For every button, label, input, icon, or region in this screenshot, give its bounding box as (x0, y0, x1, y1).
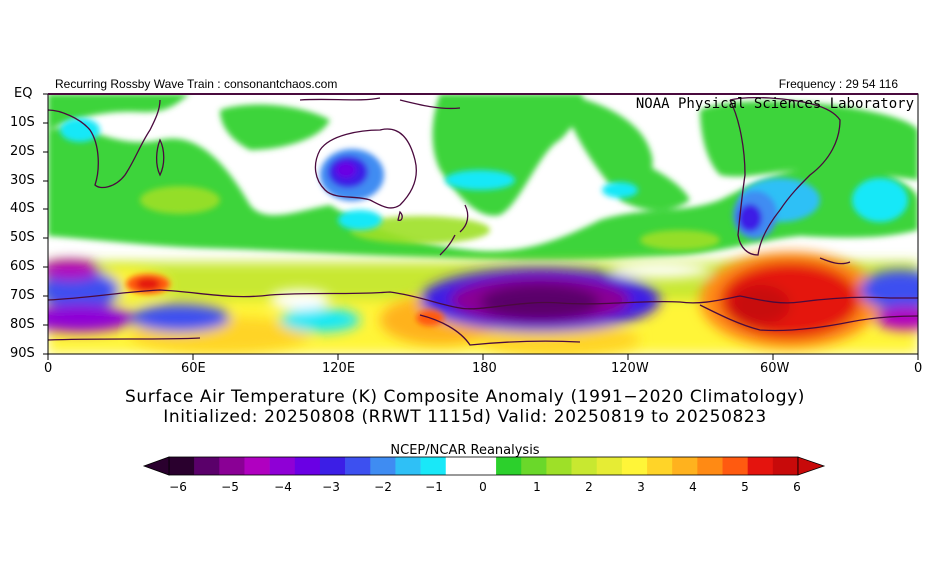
colorbar-cell (470, 457, 497, 475)
colorbar-max-arrow (797, 456, 826, 476)
colorbar-cells (168, 456, 799, 476)
colorbar-tick: −6 (169, 480, 187, 494)
colorbar-tick: −2 (374, 480, 392, 494)
colorbar-cell (420, 457, 447, 475)
lat-ticks (43, 93, 48, 355)
lat-label-30s: 30S (10, 173, 35, 188)
colorbar-cell (496, 457, 522, 475)
colorbar-cell (546, 457, 572, 475)
lon-label-180: 180 (472, 361, 497, 376)
colorbar-cell (722, 457, 748, 475)
colorbar-tick: −5 (221, 480, 239, 494)
colorbar-tick: 6 (793, 480, 801, 494)
colorbar-cell (747, 457, 774, 475)
colorbar-min-arrow (142, 456, 170, 476)
colorbar-cell (269, 457, 296, 475)
lat-label-90s: 90S (10, 346, 35, 361)
lon-label-120w: 120W (611, 361, 649, 376)
map-watermark: NOAA Physical Sciences Laboratory (635, 96, 914, 112)
lat-label-40s: 40S (10, 201, 35, 216)
colorbar-tick: 5 (741, 480, 749, 494)
figure-title-line1: Surface Air Temperature (K) Composite An… (124, 387, 806, 407)
colorbar-label: NCEP/NCAR Reanalysis (390, 443, 540, 458)
lon-label-0-right: 0 (914, 361, 923, 376)
colorbar-cell (219, 457, 245, 475)
colorbar-cell (370, 457, 396, 475)
lon-label-0: 0 (44, 361, 53, 376)
lon-ticks (47, 354, 919, 360)
colorbar-tick: −1 (425, 480, 443, 494)
colorbar-cell (319, 457, 346, 475)
colorbar-cell (395, 457, 421, 475)
colorbar-cell (596, 457, 623, 475)
lat-label-60s: 60S (10, 259, 35, 274)
colorbar (142, 456, 826, 476)
colorbar-cell (345, 457, 371, 475)
colorbar-tick: 2 (585, 480, 593, 494)
header-right-text: Frequency : 29 54 116 (778, 77, 898, 91)
colorbar-cell (294, 457, 321, 475)
coastline-outlines (48, 96, 918, 346)
colorbar-cell (194, 457, 220, 475)
lat-label-80s: 80S (10, 317, 35, 332)
colorbar-cell (521, 457, 547, 475)
colorbar-cell (621, 457, 648, 475)
colorbar-tick: 1 (533, 480, 541, 494)
lat-label-10s: 10S (10, 115, 35, 130)
colorbar-tick: −3 (322, 480, 340, 494)
colorbar-cell (571, 457, 598, 475)
colorbar-tick: −4 (274, 480, 292, 494)
lon-label-60w: 60W (760, 361, 790, 376)
lat-label-50s: 50S (10, 230, 35, 245)
header-left-text: Recurring Rossby Wave Train : consonantc… (55, 77, 338, 91)
lat-label-70s: 70S (10, 288, 35, 303)
colorbar-cell (672, 457, 698, 475)
colorbar-cell (169, 457, 195, 475)
figure-title-line2: Initialized: 20250808 (RRWT 1115d) Valid… (163, 407, 767, 427)
colorbar-cell (244, 457, 270, 475)
lat-label-eq: EQ (14, 86, 33, 101)
colorbar-cell (772, 457, 799, 475)
lat-label-20s: 20S (10, 144, 35, 159)
colorbar-cell (445, 457, 472, 475)
colorbar-tick: 4 (689, 480, 697, 494)
colorbar-tick: 3 (637, 480, 645, 494)
colorbar-cell (647, 457, 673, 475)
anomaly-shading (48, 94, 918, 354)
colorbar-tick: 0 (479, 480, 487, 494)
colorbar-cell (697, 457, 723, 475)
lon-label-60e: 60E (181, 361, 206, 376)
lon-label-120e: 120E (322, 361, 356, 376)
